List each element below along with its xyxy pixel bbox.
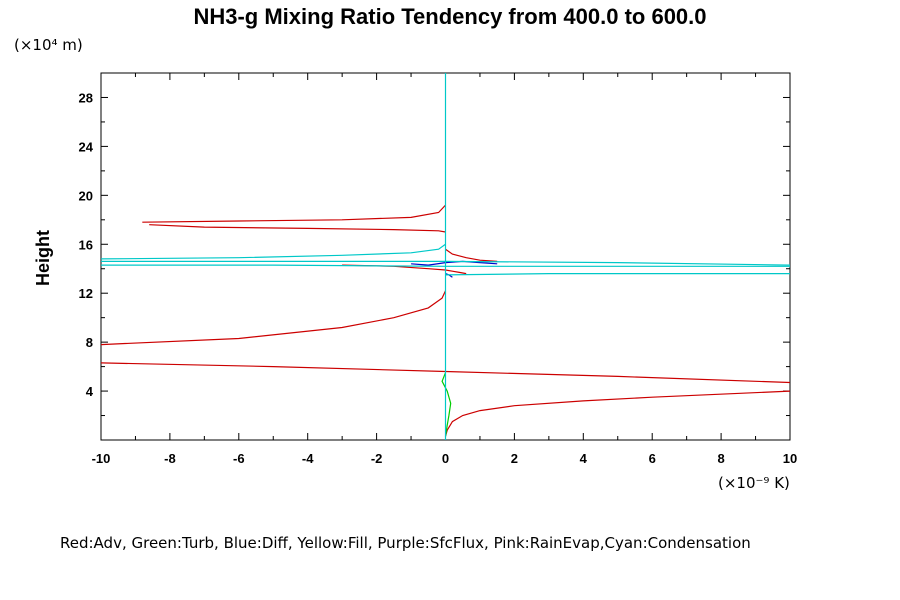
series-group bbox=[101, 73, 790, 440]
x-tick-label: -4 bbox=[302, 451, 314, 466]
y-tick-label: 24 bbox=[79, 139, 94, 154]
x-unit-label: (×10⁻⁹ K) bbox=[718, 474, 790, 492]
chart-title: NH3-g Mixing Ratio Tendency from 400.0 t… bbox=[193, 4, 706, 29]
x-tick-label: -2 bbox=[371, 451, 383, 466]
x-tick-label: -10 bbox=[92, 451, 111, 466]
series-line-0 bbox=[142, 204, 446, 223]
y-tick-label: 4 bbox=[86, 384, 94, 399]
legend: Red:Adv, Green:Turb, Blue:Diff, Yellow:F… bbox=[60, 534, 751, 552]
series-line-3 bbox=[101, 243, 446, 260]
series-line-0 bbox=[444, 390, 790, 437]
x-tick-label: -8 bbox=[164, 451, 176, 466]
x-tick-label: -6 bbox=[233, 451, 245, 466]
x-tick-label: 2 bbox=[511, 451, 518, 466]
series-line-1 bbox=[441, 372, 452, 437]
x-tick-label: 4 bbox=[580, 451, 588, 466]
x-tick-label: 6 bbox=[649, 451, 656, 466]
series-line-3 bbox=[101, 260, 790, 266]
y-tick-label: 20 bbox=[79, 188, 93, 203]
x-tick-label: 10 bbox=[783, 451, 797, 466]
x-tick-label: 8 bbox=[717, 451, 724, 466]
series-line-0 bbox=[101, 290, 447, 346]
y-axis-label: Height bbox=[33, 230, 53, 286]
series-line-0 bbox=[149, 224, 446, 233]
series-line-3 bbox=[101, 264, 790, 267]
y-tick-label: 12 bbox=[79, 286, 93, 301]
y-unit-label: (×10⁴ m) bbox=[14, 36, 83, 54]
y-tick-label: 16 bbox=[79, 237, 93, 252]
x-tick-label: 0 bbox=[442, 451, 449, 466]
y-tick-label: 8 bbox=[86, 335, 93, 350]
series-line-0 bbox=[445, 248, 498, 262]
series-line-3 bbox=[445, 273, 790, 276]
y-tick-label: 28 bbox=[79, 90, 93, 105]
